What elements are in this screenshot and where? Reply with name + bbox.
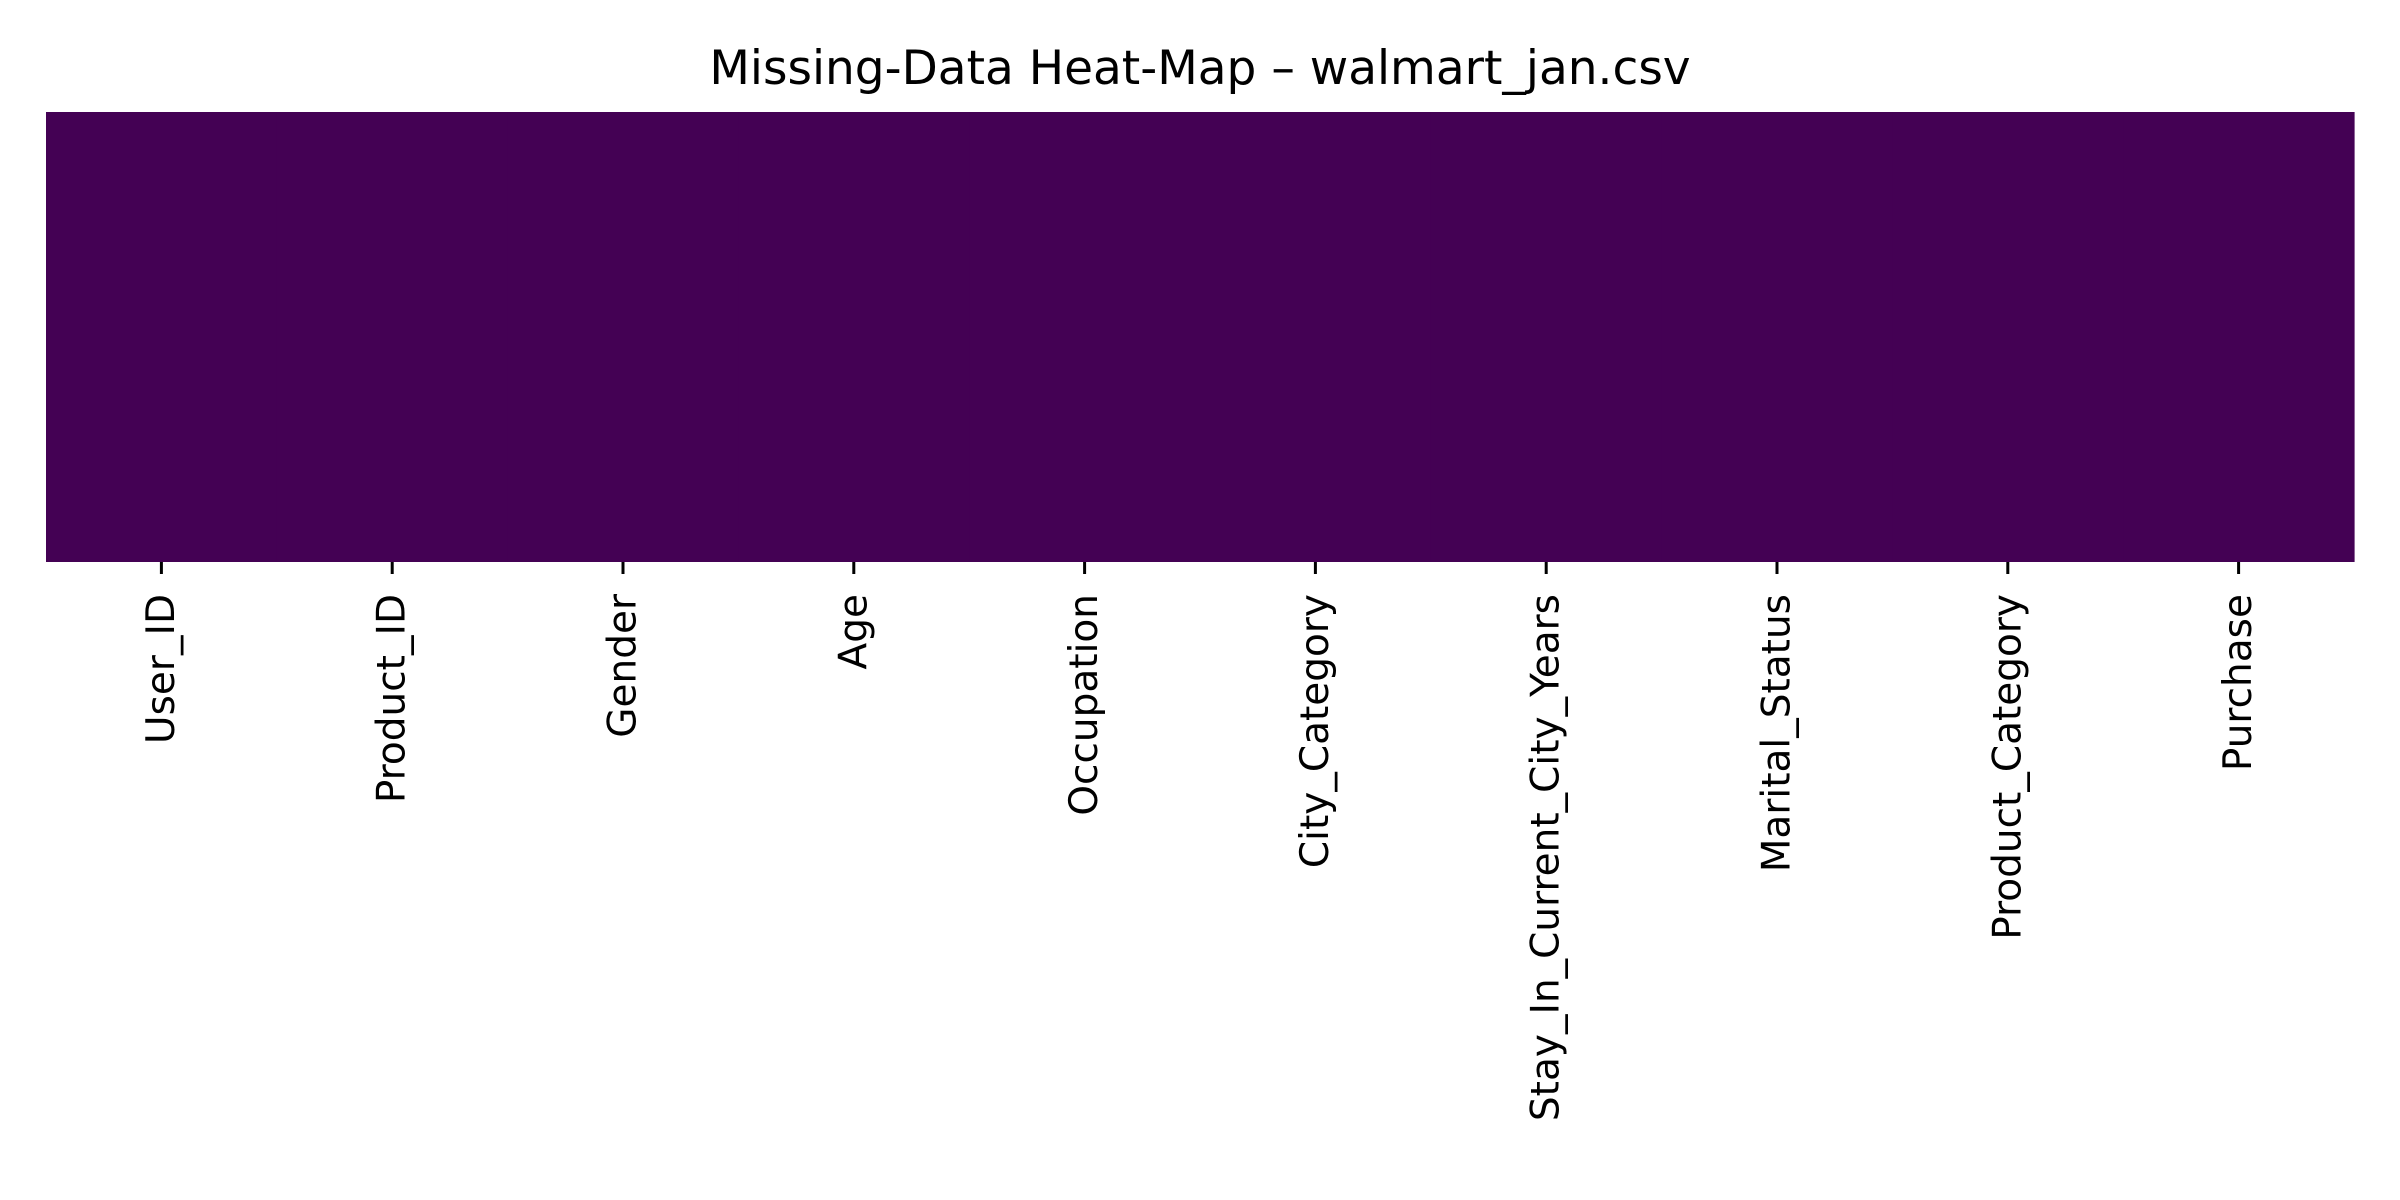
x-tick-label: Marital_Status (1755, 594, 1800, 872)
heatmap-column-marital-status (1661, 112, 1893, 562)
x-tick-label: Stay_In_Current_City_Years (1524, 594, 1569, 1121)
heatmap-column-user-id (46, 112, 278, 562)
x-tick-label: Product_ID (370, 594, 415, 803)
x-tick-label: Age (831, 594, 876, 669)
chart-title: Missing-Data Heat-Map – walmart_jan.csv (709, 41, 1690, 96)
heatmap-column-product-id (276, 112, 509, 562)
x-tick-label: Gender (601, 593, 646, 738)
heatmap-column-stay-in-current-city-years (1430, 112, 1663, 562)
x-tick-label: User_ID (139, 594, 184, 744)
x-tick-label: Product_Category (1985, 594, 2030, 940)
heatmap-column-purchase (2123, 112, 2355, 562)
heatmap-column-age (738, 112, 970, 562)
heatmap-column-product-category (1892, 112, 2124, 562)
x-tick-label: Occupation (1062, 594, 1107, 816)
x-axis: User_ID Product_ID Gender Age Occupation City… (139, 562, 2261, 1121)
x-tick-label: Purchase (2216, 594, 2261, 771)
heatmap-cells (46, 112, 2355, 562)
heatmap-column-city-category (1200, 112, 1432, 562)
heatmap-column-gender (507, 112, 739, 562)
x-tick-label: City_Category (1293, 594, 1338, 868)
heatmap-column-occupation (969, 112, 1201, 562)
